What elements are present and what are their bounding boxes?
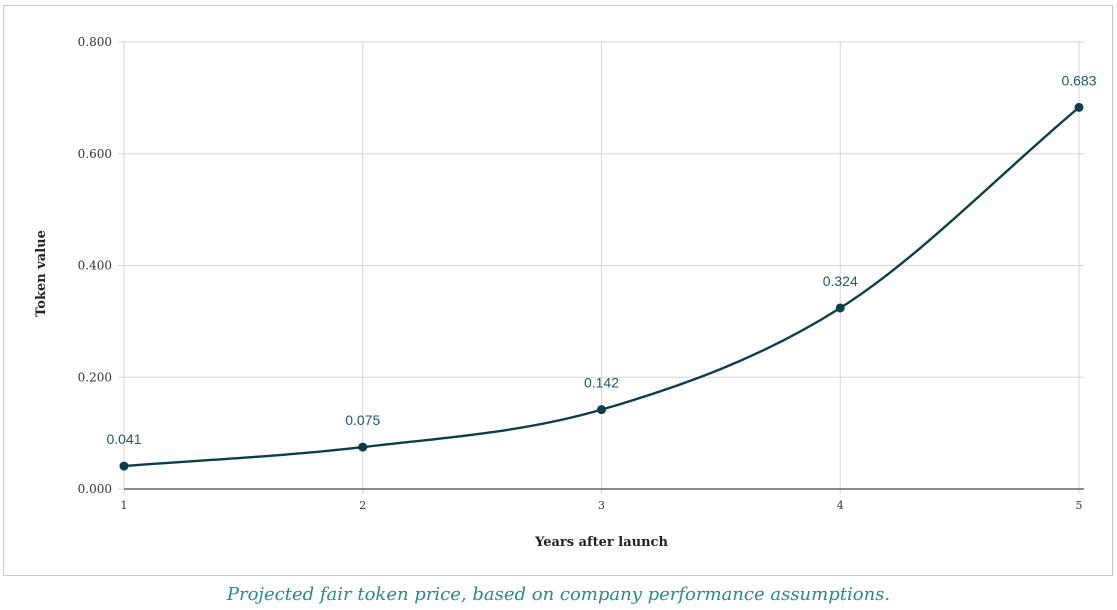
data-label: 0.683 [1061,72,1096,88]
data-point[interactable] [358,442,368,452]
line-chart: 0.000 0.200 0.400 0.600 0.800 1 2 3 4 5 Years afte… [34,35,1097,550]
data-label: 0.075 [345,412,380,428]
axes: 0.000 0.200 0.400 0.600 0.800 1 2 3 4 5 Years afte… [34,35,1084,550]
x-tick-label: 2 [359,499,366,512]
data-point[interactable] [835,303,845,313]
y-tick-label: 0.600 [78,147,112,161]
gridlines [118,41,1084,494]
data-point[interactable] [1074,102,1084,112]
y-tick-label: 0.800 [78,35,112,49]
x-tick-label: 1 [121,499,128,512]
data-label: 0.041 [106,431,141,447]
x-tick-label: 3 [598,499,605,512]
y-tick-label: 0.000 [78,482,112,496]
series-layer [119,102,1084,471]
labels-layer: 0.041 0.075 0.142 0.324 0.683 [106,72,1096,447]
y-tick-label: 0.200 [78,370,112,384]
x-axis-title: Years after launch [534,535,668,550]
data-label: 0.142 [584,375,619,391]
data-point[interactable] [119,461,129,471]
chart-frame [3,5,1113,576]
x-tick-label: 5 [1076,499,1083,512]
data-label: 0.324 [823,273,858,289]
series-line [123,106,1080,468]
chart-caption: Projected fair token price, based on com… [226,584,891,605]
x-tick-label: 4 [837,499,844,512]
data-point[interactable] [597,405,606,415]
y-tick-label: 0.400 [78,259,112,273]
y-axis-title: Token value [34,230,49,317]
